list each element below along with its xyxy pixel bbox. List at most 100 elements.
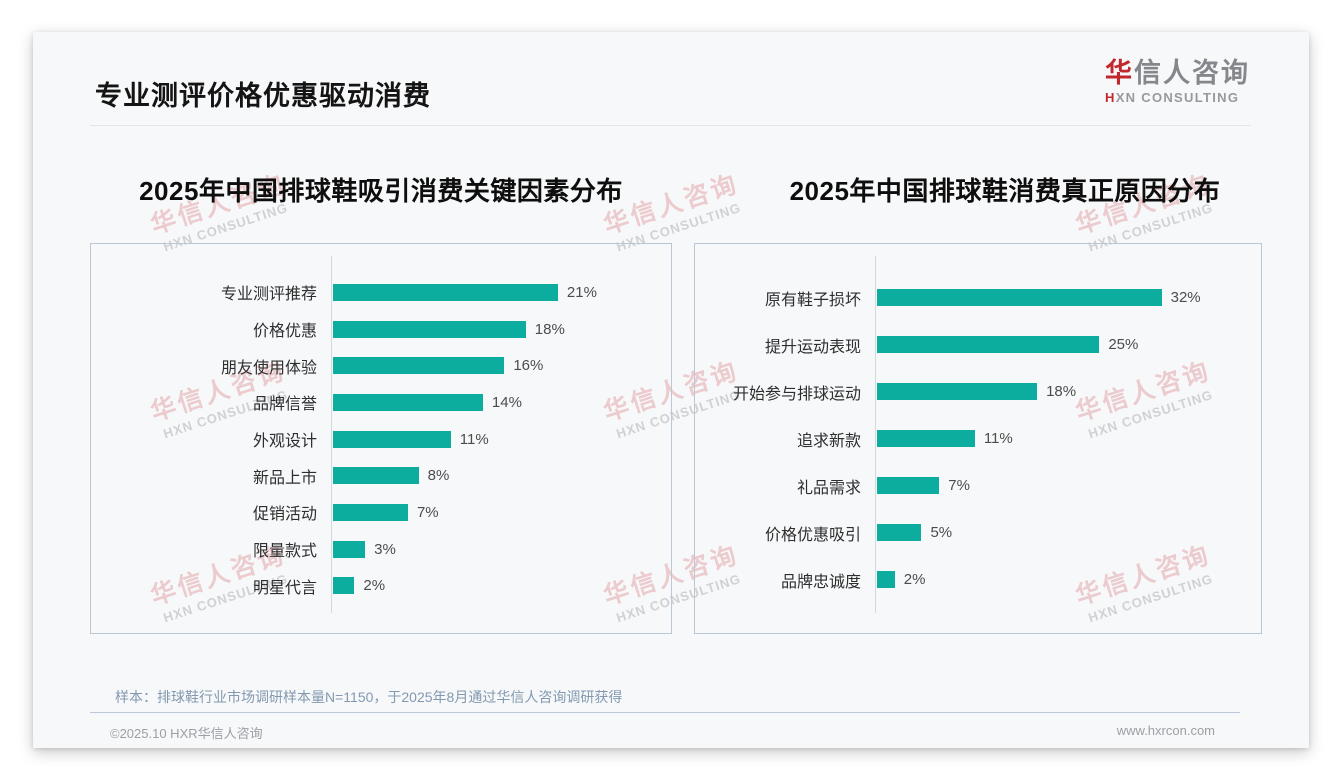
bar-category-label: 开始参与排球运动 (732, 385, 861, 403)
bar-track: 8% (333, 457, 671, 494)
bar-row: 促销活动 7% (91, 494, 671, 531)
bar-row: 朋友使用体验 16% (91, 347, 671, 384)
bar-row: 礼品需求 7% (695, 462, 1261, 509)
bar-value-label: 25% (1108, 336, 1139, 353)
bar (877, 430, 975, 447)
bar-category-label: 外观设计 (252, 433, 317, 451)
bar-value-label: 11% (983, 430, 1013, 447)
bar-category-label: 追求新款 (796, 432, 861, 450)
bar-category-label: 限量款式 (252, 543, 317, 561)
bar-row: 开始参与排球运动 18% (695, 368, 1261, 415)
bar-track: 11% (333, 421, 671, 458)
bar-value-label: 18% (1046, 383, 1077, 400)
bar-category-label: 提升运动表现 (764, 338, 861, 356)
logo-en-text: HXN CONSULTING (1105, 90, 1250, 105)
bar-value-label: 8% (427, 467, 450, 485)
bar-value-label: 32% (1170, 289, 1201, 306)
bar-track: 32% (877, 274, 1261, 321)
bar-row: 提升运动表现 25% (695, 321, 1261, 368)
bar (877, 336, 1100, 353)
bar (333, 430, 451, 448)
bar-row: 限量款式 3% (91, 531, 671, 568)
bar-value-label: 3% (374, 540, 396, 558)
chart-title-right: 2025年中国排球鞋消费真正原因分布 (789, 176, 1221, 206)
bar-category-label: 专业测评推荐 (220, 286, 317, 304)
bar-track: 25% (877, 321, 1261, 368)
logo-zh-text: 华信人咨询 (1105, 58, 1250, 89)
bar-value-label: 18% (534, 320, 565, 338)
bar-value-label: 7% (948, 477, 970, 494)
bar-track: 2% (333, 568, 671, 605)
slide-canvas: 专业测评价格优惠驱动消费 华信人咨询 HXN CONSULTING 华信人咨询 H… (33, 32, 1309, 748)
bar-value-label: 7% (416, 503, 439, 521)
bar-row: 品牌忠诚度 2% (695, 556, 1261, 603)
header-divider (90, 125, 1251, 126)
bar-row: 品牌信誉 14% (91, 384, 671, 421)
axis-line (875, 256, 876, 613)
bar (333, 357, 505, 375)
bar-value-label: 16% (513, 357, 544, 375)
bar-category-label: 礼品需求 (796, 479, 861, 497)
bar-category-label: 明星代言 (252, 579, 317, 597)
bar-row: 追求新款 11% (695, 415, 1261, 462)
bar-row: 明星代言 2% (91, 568, 671, 605)
bar-category-label: 品牌忠诚度 (780, 573, 861, 591)
bar (333, 320, 526, 338)
bar-track: 16% (333, 347, 671, 384)
bar (333, 467, 419, 485)
chart-body: 专业测评推荐 21% 价格优惠 18% 朋友使用体验 16% 品牌信誉 14% … (91, 244, 671, 633)
bar (333, 540, 366, 558)
bar-row: 新品上市 8% (91, 457, 671, 494)
bar-track: 21% (333, 274, 671, 311)
bar-category-label: 价格优惠 (252, 323, 317, 341)
footer-divider (90, 712, 1240, 713)
logo-en-rest: XN CONSULTING (1115, 90, 1240, 106)
bar-category-label: 朋友使用体验 (220, 359, 317, 377)
bar-track: 3% (333, 531, 671, 568)
bar-track: 18% (877, 368, 1261, 415)
logo-en-accent: H (1105, 90, 1116, 106)
bar-track: 2% (877, 556, 1261, 603)
bar (877, 571, 895, 588)
bar-value-label: 2% (363, 577, 386, 595)
page-title: 专业测评价格优惠驱动消费 (95, 81, 431, 111)
bar-track: 11% (877, 415, 1261, 462)
chart-title-left: 2025年中国排球鞋吸引消费关键因素分布 (139, 176, 623, 206)
bar-value-label: 11% (459, 430, 489, 448)
bar (333, 283, 558, 301)
bar-row: 专业测评推荐 21% (91, 274, 671, 311)
bar-row: 价格优惠 18% (91, 311, 671, 348)
website-text: www.hxrcon.com (1116, 723, 1215, 738)
company-logo: 华信人咨询 HXN CONSULTING (1105, 58, 1250, 105)
chart-body: 原有鞋子损坏 32% 提升运动表现 25% 开始参与排球运动 18% 追求新款 … (695, 244, 1261, 633)
bar-value-label: 2% (903, 571, 926, 588)
bar-category-label: 价格优惠吸引 (764, 526, 861, 544)
bar-track: 5% (877, 509, 1261, 556)
bar-category-label: 品牌信誉 (252, 396, 317, 414)
copyright-text: ©2025.10 HXR华信人咨询 (110, 726, 263, 741)
logo-zh-accent: 华 (1105, 58, 1134, 88)
bar (333, 577, 355, 595)
bar-value-label: 21% (566, 283, 597, 301)
sample-note: 样本：排球鞋行业市场调研样本量N=1150，于2025年8月通过华信人咨询调研获… (115, 689, 623, 705)
bar (877, 524, 922, 541)
bar-row: 原有鞋子损坏 32% (695, 274, 1261, 321)
bar-row: 外观设计 11% (91, 421, 671, 458)
bar-track: 18% (333, 311, 671, 348)
bar-category-label: 促销活动 (252, 506, 317, 524)
logo-zh-rest: 信人咨询 (1134, 58, 1250, 88)
bar-chart-panel-right: 原有鞋子损坏 32% 提升运动表现 25% 开始参与排球运动 18% 追求新款 … (694, 243, 1262, 634)
bar-category-label: 新品上市 (252, 469, 317, 487)
bar-category-label: 原有鞋子损坏 (764, 291, 861, 309)
bar-chart-panel-left: 专业测评推荐 21% 价格优惠 18% 朋友使用体验 16% 品牌信誉 14% … (90, 243, 672, 634)
bar (333, 503, 408, 521)
bar-value-label: 14% (491, 393, 522, 411)
bar-track: 7% (877, 462, 1261, 509)
bar-row: 价格优惠吸引 5% (695, 509, 1261, 556)
axis-line (331, 256, 332, 613)
bar-track: 14% (333, 384, 671, 421)
bar-value-label: 5% (930, 524, 953, 541)
bar (877, 383, 1038, 400)
bar (877, 289, 1162, 306)
bar-track: 7% (333, 494, 671, 531)
